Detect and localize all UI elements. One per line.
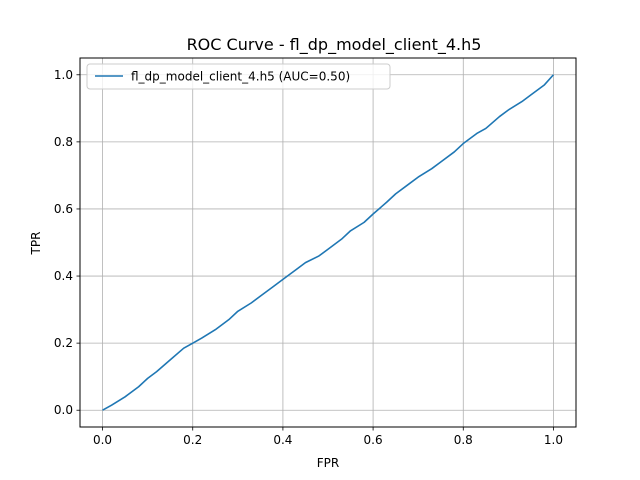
chart-title: ROC Curve - fl_dp_model_client_4.h5 (187, 35, 482, 55)
y-tick-label: 0.4 (54, 269, 73, 283)
x-tick-label: 0.4 (273, 433, 292, 447)
y-tick-label: 0.8 (54, 135, 73, 149)
x-tick-label: 0.2 (183, 433, 202, 447)
x-axis-label: FPR (317, 456, 339, 470)
roc-curve-line (102, 74, 555, 411)
x-tick-label: 0.0 (93, 433, 112, 447)
x-tick-label: 1.0 (544, 433, 563, 447)
legend: fl_dp_model_client_4.h5 (AUC=0.50) (86, 63, 391, 90)
y-tick-label: 0.0 (54, 403, 73, 417)
y-tick-label: 0.6 (54, 202, 73, 216)
y-axis-label: TPR (29, 232, 43, 256)
y-tick-label: 0.2 (54, 336, 73, 350)
x-tick-label: 0.8 (454, 433, 473, 447)
plot-frame (79, 57, 577, 428)
series-layer (102, 74, 555, 411)
legend-label: fl_dp_model_client_4.h5 (AUC=0.50) (131, 70, 350, 84)
grid (80, 58, 576, 427)
y-tick-label: 1.0 (54, 68, 73, 82)
x-tick-label: 0.6 (364, 433, 383, 447)
legend-box (86, 63, 391, 90)
tick-layer: 0.0 0.2 0.4 0.6 0.8 1.0 0.0 0.2 0.4 0.6 0.8 1.0 (54, 68, 563, 447)
